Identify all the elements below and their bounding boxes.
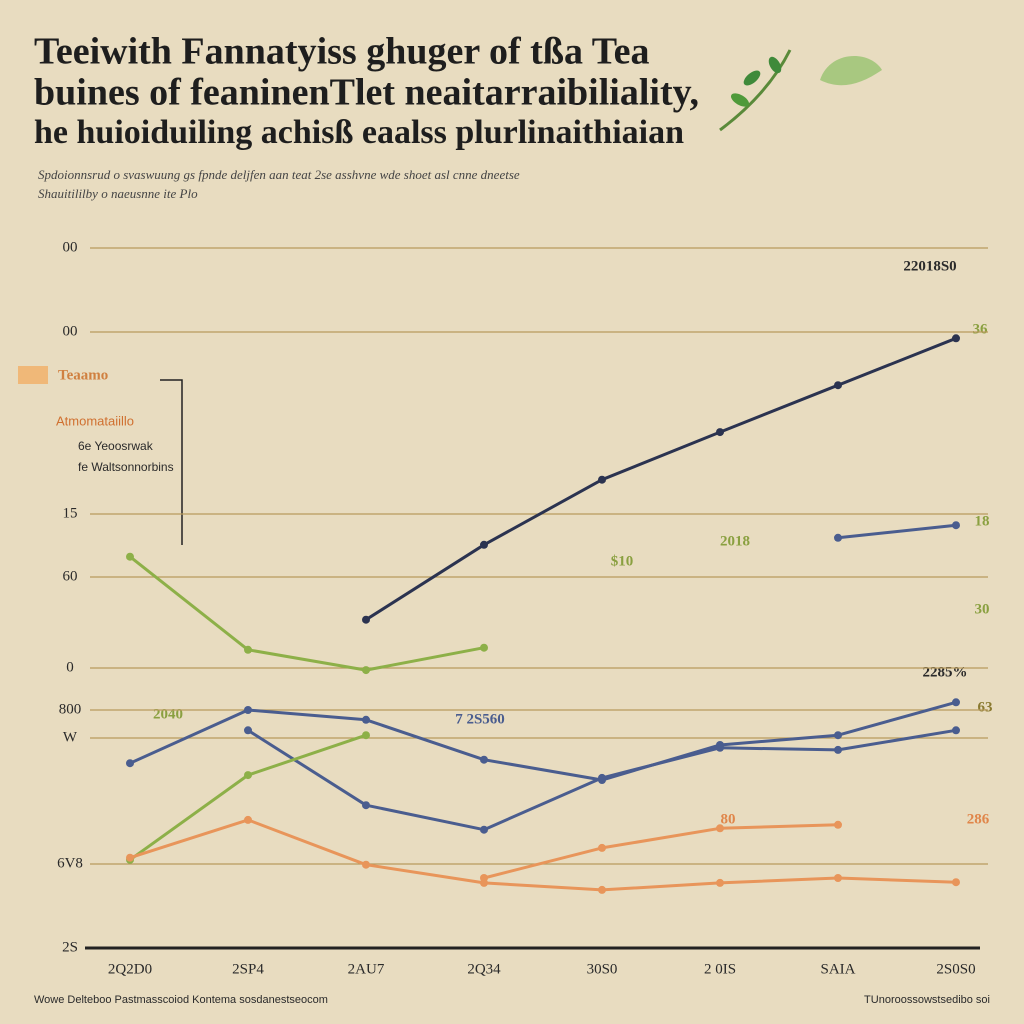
annotation: 80 [721, 811, 736, 827]
x-tick-label: 2Q34 [467, 961, 501, 977]
y-tick-label: 00 [63, 323, 78, 339]
point [480, 643, 488, 652]
chart-title: buines of feaninenTlet neaitarraibiliali… [34, 72, 699, 114]
point [480, 874, 488, 882]
line [365, 336, 957, 621]
annotation: 286 [967, 811, 990, 827]
subtitle: Spdoionnsrud o svaswuung gs fpnde deljfe… [38, 167, 520, 182]
point [480, 825, 488, 834]
x-tick-label: 2AU7 [348, 961, 385, 977]
point [952, 698, 960, 707]
y-tick-label: 15 [63, 505, 78, 521]
annotation: Atmomataiillo [56, 413, 134, 428]
point [598, 475, 606, 484]
point [598, 843, 606, 852]
point [126, 853, 134, 862]
line [129, 555, 485, 672]
subtitle: Shauitililby o naeusnne ite Plo [38, 186, 198, 201]
y-tick-label: 00 [63, 239, 78, 255]
annotation: 22018S0 [903, 258, 956, 274]
point [362, 801, 370, 810]
point [244, 771, 252, 780]
x-tick-label: SAIA [820, 961, 855, 977]
annotation: 2040 [153, 706, 183, 722]
annotation: $10 [611, 553, 634, 569]
point [244, 706, 252, 714]
line [129, 818, 957, 892]
point [952, 726, 960, 735]
point [480, 755, 488, 764]
y-tick-label: 800 [59, 701, 82, 717]
annotation-connector [160, 379, 183, 545]
y-tick-label: W [63, 729, 78, 745]
chart-title: Teeiwith Fannatyiss ghuger of tßa Tea [34, 31, 650, 73]
point [716, 878, 724, 887]
point [598, 773, 606, 782]
x-tick-label: 2Q2D0 [108, 961, 152, 977]
annotation: 6e Yeoosrwak [78, 439, 154, 453]
point [834, 874, 842, 882]
x-tick-label: 2SP4 [232, 961, 264, 977]
point [716, 743, 724, 752]
x-tick-label: 2S0S0 [936, 961, 975, 977]
point [126, 552, 134, 561]
point [834, 381, 842, 390]
annotation: 7 2S560 [455, 711, 505, 727]
annotation: 18 [975, 513, 990, 529]
line [837, 523, 957, 540]
point [244, 645, 252, 654]
x-tick-label: 30S0 [587, 961, 618, 977]
point [834, 731, 842, 740]
point [834, 820, 842, 829]
point [362, 715, 370, 724]
point [362, 666, 370, 675]
y-tick-label: 60 [63, 568, 78, 584]
point [126, 759, 134, 768]
point [834, 745, 842, 754]
y-tick-label: 2S [62, 939, 78, 955]
annotation: 30 [975, 601, 990, 617]
footer: TUnoroossowstsedibo soi [864, 994, 990, 1006]
point [834, 533, 842, 542]
annotation: 2018 [720, 533, 750, 549]
point [362, 615, 370, 624]
y-tick-label: 0 [66, 659, 74, 675]
point [716, 428, 724, 437]
line [483, 823, 839, 880]
label-box [18, 366, 48, 384]
point [244, 726, 252, 735]
x-tick-label: 2 0IS [704, 961, 736, 977]
y-tick-label: 6V8 [57, 855, 83, 871]
line [129, 700, 957, 782]
point [362, 731, 370, 740]
footer: Wowe Delteboo Pastmasscoiod Kontema sosd… [34, 994, 328, 1006]
point [952, 521, 960, 530]
annotation: Teaamo [58, 367, 108, 383]
annotation: 63 [978, 699, 993, 715]
point [952, 334, 960, 343]
point [480, 540, 488, 549]
annotation: 36 [973, 321, 989, 337]
annotation: fe Waltsonnorbins [78, 460, 174, 474]
point [362, 860, 370, 869]
point [244, 815, 252, 824]
leaf-decoration [719, 49, 882, 132]
point [716, 824, 724, 833]
annotation: 2285% [923, 664, 968, 680]
chart-title: he huioiduiling achisß eaalss plurlinait… [34, 114, 684, 151]
point [952, 878, 960, 887]
point [598, 885, 606, 894]
